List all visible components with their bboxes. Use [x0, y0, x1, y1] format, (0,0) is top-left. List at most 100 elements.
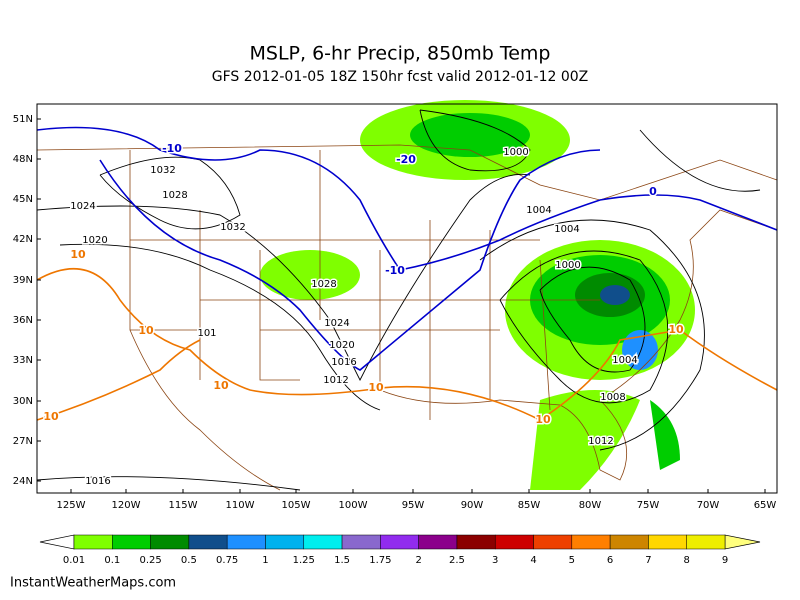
legend-swatch	[226, 534, 266, 550]
isobars	[36, 109, 761, 491]
lat-label: 27N	[13, 436, 33, 447]
isobar-label: 1028	[311, 279, 336, 290]
boundaries	[36, 144, 778, 491]
legend-swatch	[341, 534, 381, 550]
isobar-label: 1016	[331, 357, 356, 368]
legend-label: 5	[569, 555, 575, 566]
lon-label: 125W	[57, 500, 86, 511]
legend-swatch	[112, 534, 151, 550]
legend-swatch	[73, 534, 113, 550]
legend-swatch	[265, 534, 305, 550]
isobar-label: 1000	[503, 147, 528, 158]
lat-label: 45N	[13, 194, 33, 205]
legend-label: 8	[684, 555, 690, 566]
credit: InstantWeatherMaps.com	[10, 576, 176, 591]
legend-label: 4	[530, 555, 536, 566]
isobar-label: 1016	[85, 476, 110, 487]
legend-low-end	[39, 534, 75, 550]
legend-swatch	[303, 534, 343, 550]
legend-label: 9	[722, 555, 728, 566]
legend-high-end	[724, 534, 761, 550]
lat-label: 33N	[13, 355, 33, 366]
legend-swatch	[494, 534, 534, 550]
isobar-label: 1028	[162, 190, 187, 201]
lat-label: 39N	[13, 275, 33, 286]
legend-swatch	[686, 534, 726, 550]
warm-isotherm-label: 10	[668, 323, 684, 336]
lon-label: 100W	[339, 500, 368, 511]
legend-label: 1.25	[293, 555, 315, 566]
precip	[260, 100, 695, 490]
isobar-label: 1004	[526, 205, 551, 216]
legend-swatch	[456, 534, 496, 550]
lon-label: 80W	[579, 500, 602, 511]
legend-label: 1	[262, 555, 268, 566]
subtitle: GFS 2012-01-05 18Z 150hr fcst valid 2012…	[212, 69, 589, 85]
legend-swatch	[571, 534, 611, 550]
warm-isotherm-label: 10	[213, 379, 229, 392]
lon-label: 65W	[754, 500, 777, 511]
legend-swatch	[609, 534, 649, 550]
lon-label: 75W	[637, 500, 660, 511]
isobar-label: 1024	[324, 318, 349, 329]
lat-label: 36N	[13, 315, 33, 326]
isotherms	[36, 126, 778, 421]
isobar-label: 1020	[82, 235, 107, 246]
lat-label: 42N	[13, 234, 33, 245]
warm-isotherm-label: 10	[70, 248, 86, 261]
legend-swatch	[188, 534, 228, 550]
legend-swatch	[150, 534, 190, 550]
legend-label: 0.01	[63, 555, 85, 566]
isobar-label: 1032	[220, 222, 245, 233]
isobar-label: 1008	[600, 392, 625, 403]
warm-isotherm-label: 10	[368, 381, 384, 394]
legend-label: 0.5	[181, 555, 197, 566]
isobar-label: 1024	[70, 201, 95, 212]
lat-label: 48N	[13, 154, 33, 165]
isobar-label: 1020	[329, 340, 354, 351]
legend-label: 2.5	[449, 555, 465, 566]
isobar-label: 1004	[554, 224, 579, 235]
legend-label: 1.5	[334, 555, 350, 566]
title: MSLP, 6-hr Precip, 850mb Temp	[250, 43, 551, 65]
legend-label: 3	[492, 555, 498, 566]
lon-label: 95W	[402, 500, 425, 511]
isobar-label: 1004	[612, 355, 637, 366]
lon-label: 70W	[697, 500, 720, 511]
lat-label: 30N	[13, 396, 33, 407]
isobar-label: 1012	[323, 375, 348, 386]
cold-isotherm-label: -10	[385, 264, 405, 277]
legend-label: 7	[645, 555, 651, 566]
warm-isotherm-label: 10	[535, 413, 551, 426]
isobar-label: 1000	[555, 260, 580, 271]
legend-label: 1.75	[369, 555, 391, 566]
warm-isotherm-label: 10	[43, 410, 59, 423]
isobar-label: 101	[197, 328, 216, 339]
legend-swatch	[648, 534, 687, 550]
map	[36, 100, 778, 494]
lon-label: 105W	[282, 500, 311, 511]
legend-swatch	[533, 534, 573, 550]
legend-label: 0.75	[216, 555, 238, 566]
lon-label: 115W	[169, 500, 198, 511]
lon-label: 90W	[461, 500, 484, 511]
legend-swatch	[418, 534, 458, 550]
lon-label: 110W	[226, 500, 255, 511]
legend-label: 2	[415, 555, 421, 566]
legend-label: 0.1	[104, 555, 120, 566]
cold-isotherm-label: -20	[396, 153, 416, 166]
lon-label: 85W	[518, 500, 541, 511]
legend-label: 0.25	[139, 555, 161, 566]
lon-label: 120W	[112, 500, 141, 511]
cold-isotherm-label: -10	[162, 142, 182, 155]
warm-isotherm-label: 10	[138, 324, 154, 337]
lat-label: 51N	[13, 114, 33, 125]
lat-label: 24N	[13, 476, 33, 487]
map-frame	[36, 103, 778, 494]
cold-isotherm-label: 0	[649, 185, 657, 198]
legend-swatch	[380, 534, 419, 550]
isobar-label: 1032	[150, 165, 175, 176]
legend-label: 6	[607, 555, 613, 566]
isobar-label: 1012	[588, 436, 613, 447]
